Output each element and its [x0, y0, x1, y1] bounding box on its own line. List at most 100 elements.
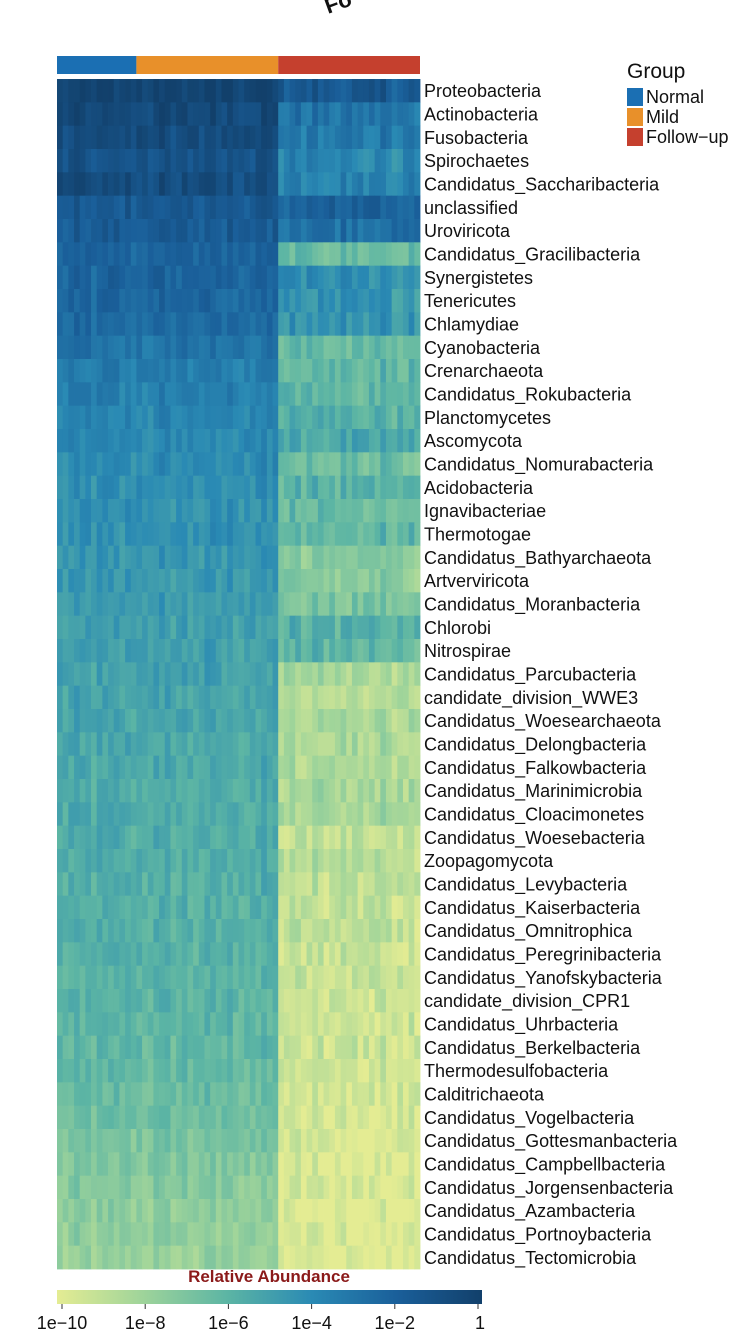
- heatmap-cell: [164, 429, 171, 453]
- heatmap-cell: [130, 639, 137, 663]
- heatmap-cell: [317, 499, 324, 523]
- heatmap-cell: [300, 849, 307, 873]
- heatmap-cell: [68, 942, 75, 967]
- heatmap-cell: [210, 615, 217, 640]
- heatmap-cell: [57, 942, 64, 967]
- heatmap-cell: [181, 452, 188, 477]
- heatmap-cell: [108, 592, 115, 617]
- heatmap-cell: [91, 102, 98, 127]
- heatmap-cell: [289, 289, 296, 313]
- heatmap-cell: [125, 569, 132, 593]
- heatmap-cell: [357, 475, 364, 500]
- heatmap-cell: [261, 872, 268, 897]
- heatmap-cell: [402, 1175, 410, 1200]
- heatmap-cell: [204, 849, 211, 873]
- heatmap-cell: [295, 779, 302, 803]
- heatmap-cell: [329, 219, 336, 243]
- heatmap-cell: [391, 825, 398, 850]
- heatmap-cell: [170, 475, 177, 500]
- heatmap-cell: [62, 522, 69, 547]
- heatmap-cell: [368, 195, 376, 220]
- heatmap-cell: [261, 1199, 268, 1223]
- heatmap-cell: [408, 895, 415, 920]
- heatmap-cell: [317, 965, 324, 990]
- heatmap-cell: [119, 732, 126, 757]
- heatmap-cell: [147, 1105, 154, 1130]
- heatmap-cell: [244, 569, 251, 593]
- heatmap-cell: [249, 475, 256, 500]
- heatmap-cell: [68, 149, 75, 173]
- heatmap-cell: [62, 125, 69, 150]
- heatmap-cell: [125, 125, 132, 150]
- heatmap-cell: [221, 79, 228, 103]
- heatmap-cell: [306, 662, 313, 687]
- heatmap-cell: [108, 849, 115, 873]
- heatmap-cell: [96, 1012, 103, 1037]
- heatmap-cell: [357, 569, 364, 593]
- heatmap-cell: [334, 732, 341, 757]
- heatmap-cell: [238, 102, 245, 127]
- heatmap-cell: [159, 849, 166, 873]
- heatmap-cell: [334, 1082, 341, 1107]
- heatmap-cell: [102, 312, 109, 337]
- heatmap-cell: [74, 662, 81, 687]
- heatmap-cell: [278, 1059, 285, 1083]
- heatmap-cell: [295, 499, 302, 523]
- heatmap-cell: [385, 219, 393, 243]
- heatmap-cell: [204, 802, 211, 827]
- heatmap-cell: [238, 942, 245, 967]
- heatmap-cell: [340, 335, 347, 360]
- heatmap-cell: [181, 405, 188, 430]
- heatmap-cell: [238, 1152, 245, 1177]
- heatmap-cell: [306, 359, 313, 383]
- heatmap-cell: [374, 639, 381, 663]
- heatmap-cell: [91, 685, 98, 710]
- heatmap-cell: [312, 382, 319, 407]
- heatmap-cell: [266, 965, 273, 990]
- heatmap-cell: [198, 149, 205, 173]
- heatmap-cell: [385, 662, 393, 687]
- heatmap-cell: [62, 639, 69, 663]
- heatmap-cell: [272, 1222, 279, 1247]
- heatmap-cell: [397, 265, 404, 290]
- heatmap-cell: [221, 615, 228, 640]
- heatmap-cell: [125, 1129, 132, 1153]
- heatmap-cell: [397, 335, 404, 360]
- heatmap-cell: [102, 615, 109, 640]
- heatmap-cell: [164, 1175, 171, 1200]
- heatmap-cell: [96, 825, 103, 850]
- heatmap-cell: [57, 195, 64, 220]
- heatmap-cell: [181, 1222, 188, 1247]
- heatmap-cell: [414, 1199, 421, 1223]
- heatmap-cell: [261, 615, 268, 640]
- heatmap-cell: [312, 942, 319, 967]
- heatmap-cell: [278, 849, 285, 873]
- heatmap-cell: [74, 382, 81, 407]
- heatmap-cell: [295, 219, 302, 243]
- heatmap-cell: [397, 569, 404, 593]
- heatmap-cell: [85, 1222, 92, 1247]
- heatmap-cell: [170, 755, 177, 780]
- heatmap-cell: [142, 195, 149, 220]
- heatmap-cell: [374, 125, 381, 150]
- heatmap-cell: [125, 429, 132, 453]
- heatmap-cell: [289, 429, 296, 453]
- heatmap-cell: [295, 125, 302, 150]
- heatmap-cell: [266, 312, 273, 337]
- heatmap-cell: [79, 849, 86, 873]
- heatmap-cell: [198, 195, 205, 220]
- heatmap-cell: [306, 919, 313, 943]
- heatmap-cell: [142, 312, 149, 337]
- heatmap-cell: [374, 335, 381, 360]
- heatmap-cell: [125, 662, 132, 687]
- heatmap-cell: [391, 1035, 398, 1060]
- heatmap-cell: [295, 359, 302, 383]
- heatmap-cell: [147, 1082, 154, 1107]
- heatmap-cell: [164, 942, 171, 967]
- heatmap-cell: [408, 195, 415, 220]
- heatmap-cell: [176, 989, 183, 1013]
- heatmap-cell: [363, 195, 370, 220]
- heatmap-cell: [113, 592, 120, 617]
- heatmap-cell: [198, 1199, 205, 1223]
- heatmap-cell: [108, 265, 115, 290]
